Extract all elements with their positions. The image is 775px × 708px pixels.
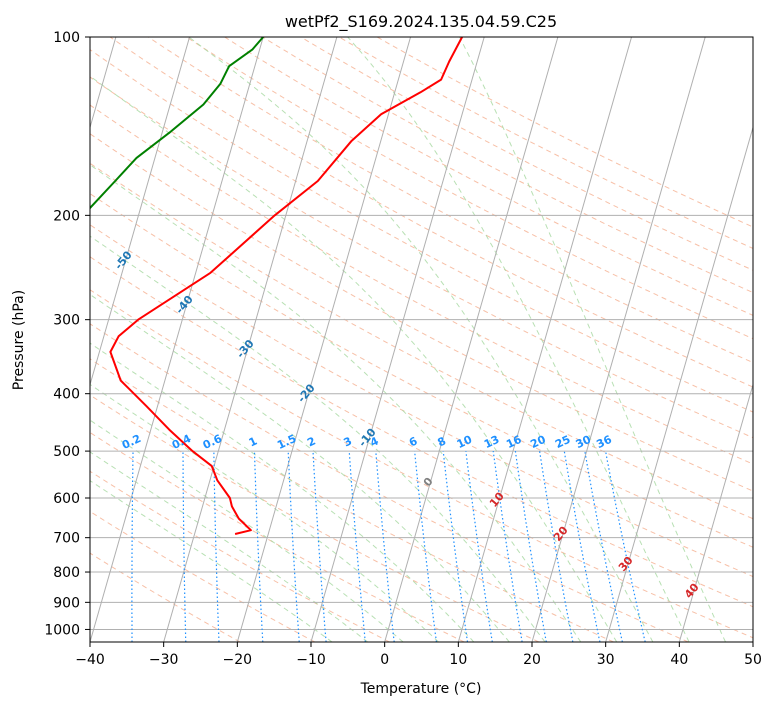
- y-tick-label: 700: [53, 531, 80, 547]
- isotherm-line: [90, 37, 264, 642]
- mixing-ratio-lines: [131, 450, 646, 642]
- dry-adiabat-line: [90, 49, 753, 413]
- mixing-ratio-line: [375, 451, 395, 642]
- y-tick-label: 800: [53, 565, 80, 581]
- moist-adiabat-line: [188, 37, 654, 642]
- isotherm-line: [457, 37, 633, 642]
- x-axis-ticks: −40 −30 −20 −10 0 10 20 30 40 50: [75, 642, 762, 668]
- y-tick-label: 200: [53, 208, 80, 224]
- mixing-ratio-line: [414, 451, 437, 642]
- y-tick-label: 1000: [44, 622, 80, 638]
- y-tick-label: 900: [53, 595, 80, 611]
- mixing-ratio-label: 10: [455, 433, 475, 451]
- isotherm-line: [310, 37, 485, 642]
- mixing-ratio-line: [584, 450, 623, 642]
- chart-title: wetPf2_S169.2024.135.04.59.C25: [285, 12, 557, 32]
- dewpoint-profile-line: [90, 37, 264, 210]
- dry-adiabat-line: [90, 104, 753, 465]
- mixing-ratio-line: [348, 451, 366, 642]
- x-axis-label: Temperature (°C): [360, 681, 482, 697]
- x-tick-label: −30: [149, 652, 179, 668]
- moist-adiabat-line: [90, 419, 404, 642]
- dry-adiabat-line: [90, 323, 689, 642]
- mixing-ratio-label: 36: [594, 433, 614, 451]
- y-tick-label: 100: [53, 30, 80, 46]
- moist-adiabat-line: [90, 342, 475, 642]
- dry-adiabat-line: [90, 256, 753, 608]
- mixing-ratio-line: [605, 450, 646, 642]
- y-tick-label: 600: [53, 491, 80, 507]
- mixing-ratio-label: 30: [574, 433, 594, 451]
- x-tick-label: 10: [449, 652, 467, 668]
- moist-adiabat-line: [459, 37, 727, 642]
- moist-adiabat-line: [90, 293, 510, 642]
- mixing-ratio-line: [563, 451, 601, 642]
- isotherm-line: [90, 37, 191, 387]
- y-tick-label: 500: [53, 444, 80, 460]
- dry-adiabat-line: [338, 37, 753, 249]
- dry-adiabat-line: [90, 470, 390, 642]
- moist-adiabat-line: [90, 451, 368, 642]
- mixing-ratio-label: 13: [482, 433, 501, 451]
- isotherm-line: [236, 37, 412, 642]
- mixing-ratio-line: [492, 451, 523, 642]
- y-axis-ticks: 100 200 300 400 500 600 700 800 900 1000: [44, 30, 90, 638]
- mixing-ratio-line: [442, 451, 469, 642]
- mixing-ratio-label: 16: [504, 433, 524, 451]
- dry-adiabat-line: [186, 37, 753, 340]
- mixing-ratio-line: [465, 451, 493, 642]
- x-tick-label: 30: [597, 652, 615, 668]
- y-tick-label: 400: [53, 387, 80, 403]
- x-tick-label: −40: [75, 652, 105, 668]
- isotherm-line: [163, 37, 338, 642]
- x-tick-label: −20: [223, 652, 253, 668]
- moist-adiabat-line: [90, 235, 546, 642]
- dry-adiabat-line: [90, 224, 753, 578]
- x-tick-label: 0: [380, 652, 389, 668]
- sounding-profiles: [90, 37, 463, 535]
- x-tick-label: −10: [296, 652, 326, 668]
- y-axis-label: Pressure (hPa): [11, 290, 27, 390]
- isotherm-line: [531, 37, 706, 642]
- y-tick-label: 300: [53, 313, 80, 329]
- x-tick-label: 50: [744, 652, 762, 668]
- dry-adiabat-line: [300, 37, 753, 271]
- temperature-profile-line: [109, 37, 463, 535]
- x-tick-label: 20: [523, 652, 541, 668]
- x-tick-label: 40: [670, 652, 688, 668]
- moist-adiabat-line: [90, 480, 333, 642]
- plot-frame: [89, 36, 754, 643]
- background-lines: [90, 37, 753, 642]
- isotherm-line: [384, 37, 559, 642]
- isotherm-line: [605, 125, 753, 642]
- moist-adiabat-line: [347, 37, 690, 642]
- dry-adiabat-line: [90, 133, 753, 492]
- mixing-ratio-label: 25: [553, 433, 572, 451]
- isotherm-line: [678, 382, 753, 642]
- mixing-ratio-label: 20: [528, 433, 548, 451]
- dry-adiabat-line: [90, 289, 753, 639]
